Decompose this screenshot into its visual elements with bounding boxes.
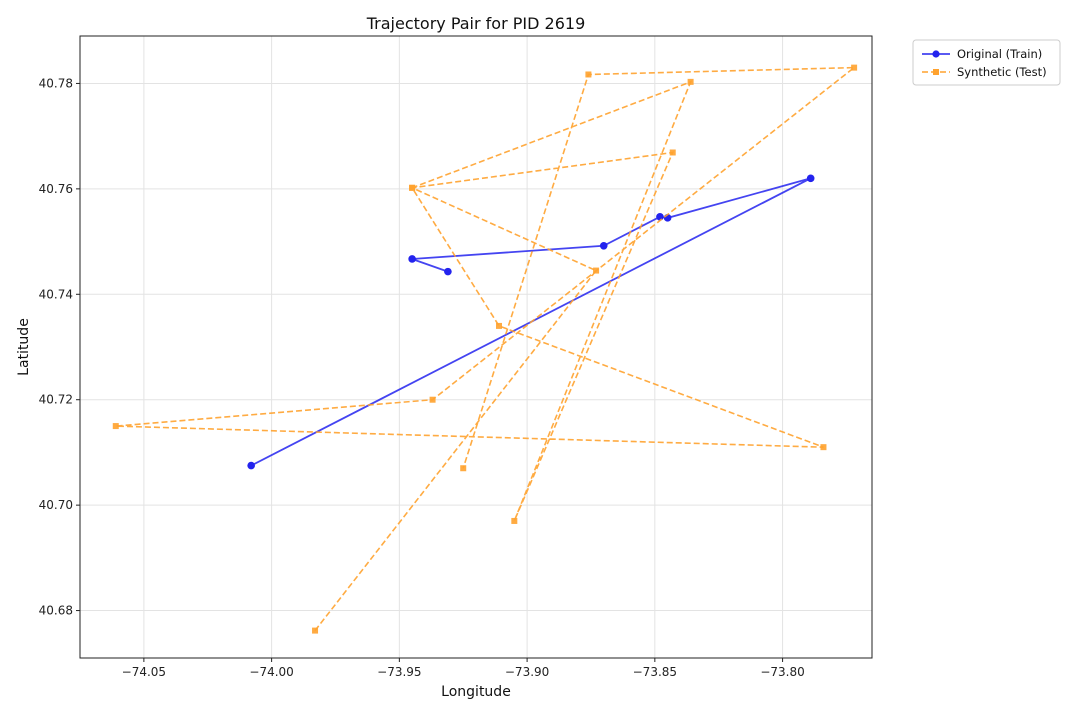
point-synthetic-11 [851, 64, 858, 71]
legend-marker-original [932, 50, 940, 58]
y-axis-label: Latitude [16, 318, 32, 376]
point-synthetic-0 [312, 627, 319, 634]
point-original-1 [806, 174, 815, 183]
legend-label-original: Original (Train) [957, 47, 1042, 61]
legend: Original (Train) Synthetic (Test) [912, 39, 1061, 86]
grid [80, 36, 872, 658]
y-tick-label: 40.70 [39, 498, 73, 512]
plot-background [80, 36, 872, 658]
y-tick-label: 40.78 [39, 76, 73, 90]
legend-box [912, 39, 1061, 86]
point-original-5 [408, 255, 416, 263]
y-tick-label: 40.72 [39, 393, 73, 407]
point-original-0 [247, 461, 255, 470]
legend-label-synthetic: Synthetic (Test) [957, 65, 1047, 79]
x-tick-label: −73.90 [505, 665, 549, 679]
x-tick-label: −73.85 [633, 665, 677, 679]
point-original-6 [444, 267, 452, 276]
x-tick-label: −74.00 [249, 665, 293, 679]
point-synthetic-10 [429, 396, 436, 403]
point-synthetic-3 [669, 149, 676, 156]
x-tick-label: −73.95 [377, 665, 421, 679]
legend-marker-synthetic [933, 69, 939, 75]
x-tick-label: −73.80 [760, 665, 804, 679]
series-synthetic [112, 64, 858, 634]
plot-frame [79, 35, 873, 659]
x-tick-label: −74.05 [122, 665, 166, 679]
point-synthetic-1 [593, 267, 600, 274]
point-synthetic-4 [511, 517, 518, 524]
chart-title: Trajectory Pair for PID 2619 [366, 14, 586, 33]
series-layer [112, 64, 858, 634]
point-synthetic-7 [495, 322, 502, 329]
point-synthetic-9 [112, 423, 119, 430]
point-original-4 [599, 241, 608, 250]
x-axis-label: Longitude [441, 684, 511, 700]
y-tick-label: 40.74 [39, 287, 73, 301]
y-tick-label: 40.76 [39, 182, 73, 196]
ticks: −74.05 −74.00 −73.95 −73.90 −73.85 −73.80 40.6… [39, 76, 805, 679]
point-synthetic-12 [585, 71, 592, 78]
series-line-synthetic [115, 66, 857, 632]
point-synthetic-6 [409, 184, 416, 191]
point-synthetic-13 [460, 465, 467, 472]
series-original [247, 174, 815, 470]
point-synthetic-5 [687, 78, 694, 85]
point-original-3 [656, 213, 664, 221]
point-synthetic-8 [820, 444, 827, 451]
y-tick-label: 40.68 [39, 604, 73, 618]
